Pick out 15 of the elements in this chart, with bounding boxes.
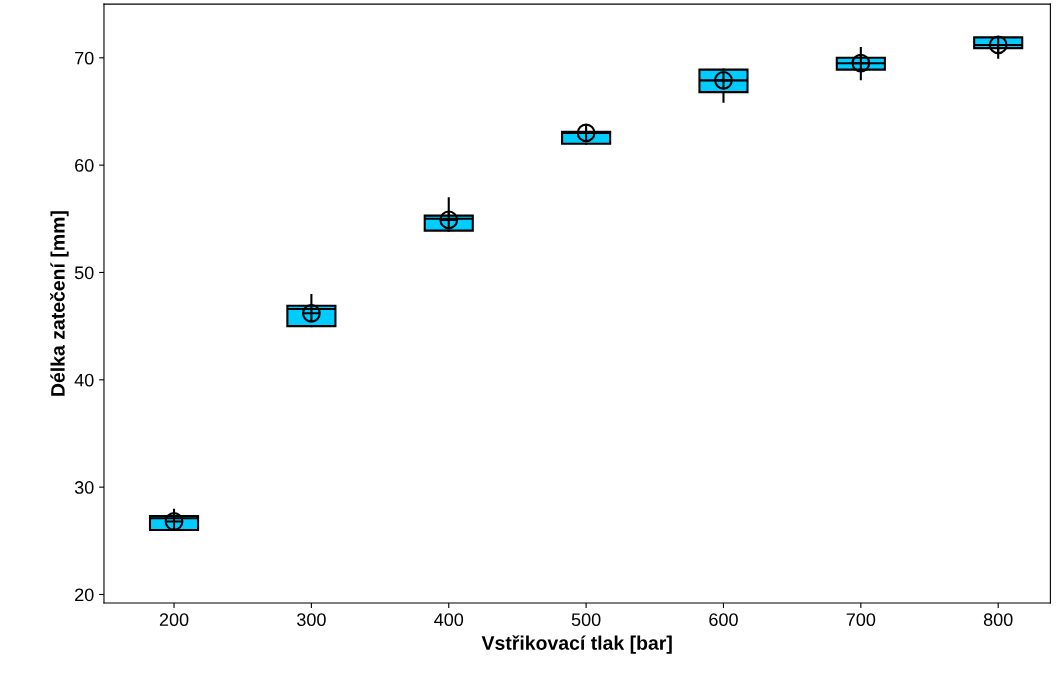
x-tick-label: 600 [709,613,738,627]
y-tick-label: 20 [75,588,94,602]
x-tick-label: 300 [297,613,326,627]
x-tick-label: 400 [434,613,464,627]
x-tick-label: 200 [159,613,189,627]
x-tick-label: 500 [571,613,601,627]
x-tick-label: 800 [983,613,1013,627]
y-tick-label: 50 [74,266,94,280]
x-axis-title: Vstřikovací tlak [bar] [481,635,672,654]
y-axis-title: Délka zatečení [mm] [50,211,69,396]
y-tick-label: 30 [74,481,94,494]
y-tick-label: 60 [75,159,94,172]
y-tick-label: 70 [75,51,94,65]
x-tick-label: 700 [846,613,876,627]
y-tick-label: 40 [74,373,94,387]
